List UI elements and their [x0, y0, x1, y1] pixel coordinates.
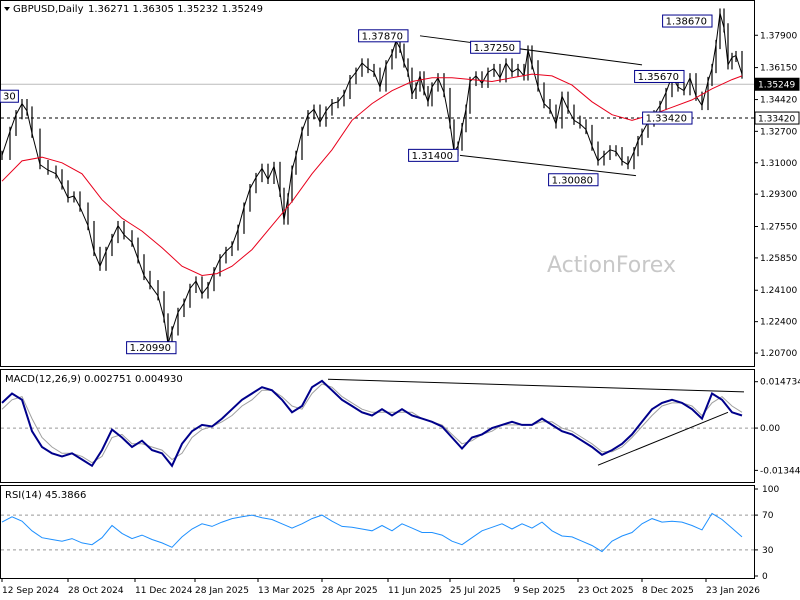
annotation-box [470, 40, 521, 54]
annotation-label: 1.37250 [474, 43, 515, 54]
rsi-ytick-label: 30 [762, 546, 774, 556]
price-ytick-label: 1.20700 [760, 349, 797, 359]
collapse-arrow-icon[interactable] [4, 7, 10, 11]
x-tick-label: 25 Jul 2025 [450, 586, 501, 596]
price-ytick-label: 1.31000 [760, 159, 797, 169]
annotation-box [634, 69, 685, 83]
x-tick-label: 28 Oct 2024 [68, 586, 124, 596]
macd-ytick-label: -0.013442 [760, 466, 800, 476]
price-ytick-label: 1.22400 [760, 318, 797, 328]
macd-layer [1, 378, 754, 468]
price-ytick-label: 1.32700 [760, 127, 797, 137]
axis-layer: 1.37900 1.36150 1.34420 1.32700 1.31000 1.293… [1, 31, 800, 596]
moving-average-line [1, 73, 743, 277]
annotation-label: 30 [3, 92, 16, 103]
annotation-box [126, 341, 177, 355]
level-tag-current [754, 77, 800, 91]
annotation-label: 1.30080 [552, 175, 593, 186]
x-tick-label: 28 Apr 2025 [322, 586, 378, 596]
rsi-ytick-label: 100 [762, 485, 779, 495]
x-tick-label: 28 Jan 2025 [195, 586, 249, 596]
macd-panel-frame [0, 369, 755, 483]
price-ytick-label: 1.27550 [760, 222, 797, 232]
price-trendline [419, 35, 643, 66]
macd-trendline [327, 378, 745, 393]
price-ytick-label: 1.29300 [760, 190, 797, 200]
x-tick-label: 8 Dec 2025 [642, 586, 694, 596]
annotation-label: 1.33420 [646, 114, 687, 125]
annotation-label: 1.20990 [130, 343, 171, 354]
rsi-layer [1, 512, 754, 553]
x-tick-label: 23 Oct 2025 [578, 586, 634, 596]
rsi-ytick-label: 70 [762, 511, 774, 521]
rsi-ytick-label: 0 [762, 572, 768, 582]
price-ytick-label: 1.24100 [760, 286, 797, 296]
annotation-box [642, 111, 693, 125]
x-tick-label: 23 Jan 2026 [706, 586, 760, 596]
macd-trendline [597, 411, 729, 466]
annotation-label: 1.37870 [362, 31, 403, 42]
price-ytick-label: 1.25850 [760, 254, 797, 264]
macd-line [1, 379, 743, 468]
ohlc-readout: 1.36271 1.36305 1.35232 1.35249 [88, 4, 263, 15]
annotation-box [408, 148, 459, 162]
annotation-label: 1.38670 [666, 17, 707, 28]
annotation-label: 1.31400 [412, 151, 453, 162]
annotation-box [662, 14, 713, 28]
x-tick-label: 11 Dec 2024 [135, 586, 193, 596]
annotation-label: 1.35670 [638, 72, 679, 83]
level-tag-support [754, 111, 800, 125]
price-ytick-label: 1.37900 [760, 31, 797, 41]
price-ytick-label: 1.34420 [760, 96, 797, 106]
price-trendline [459, 154, 637, 177]
rsi-line [1, 512, 743, 553]
level-tag-label: 1.35249 [758, 81, 795, 91]
x-tick-label: 9 Sep 2025 [514, 586, 565, 596]
annotation-box [548, 173, 599, 187]
annotation-box [358, 29, 409, 43]
price-layer: 1.20990 1.37870 1.37250 1.31400 1.30080 1.356… [0, 8, 754, 355]
macd-signal-line [1, 383, 743, 464]
macd-label: MACD(12,26,9) 0.002751 0.004930 [5, 374, 183, 385]
macd-ytick-label: 0.014734 [760, 378, 800, 388]
x-tick-label: 11 Jun 2025 [388, 586, 442, 596]
price-panel-frame [0, 0, 755, 367]
x-tick-label: 12 Sep 2024 [2, 586, 59, 596]
price-ytick-label: 1.36150 [760, 64, 797, 74]
rsi-label: RSI(14) 45.3866 [5, 490, 86, 501]
rsi-panel-frame [0, 485, 755, 579]
annotation-box [0, 89, 19, 103]
level-tag-label: 1.33420 [758, 115, 795, 125]
x-tick-label: 13 Mar 2025 [258, 586, 315, 596]
symbol-label: GBPUSD,Daily [13, 4, 84, 15]
macd-ytick-label: 0.00 [760, 424, 780, 434]
watermark: ActionForex [547, 253, 676, 278]
